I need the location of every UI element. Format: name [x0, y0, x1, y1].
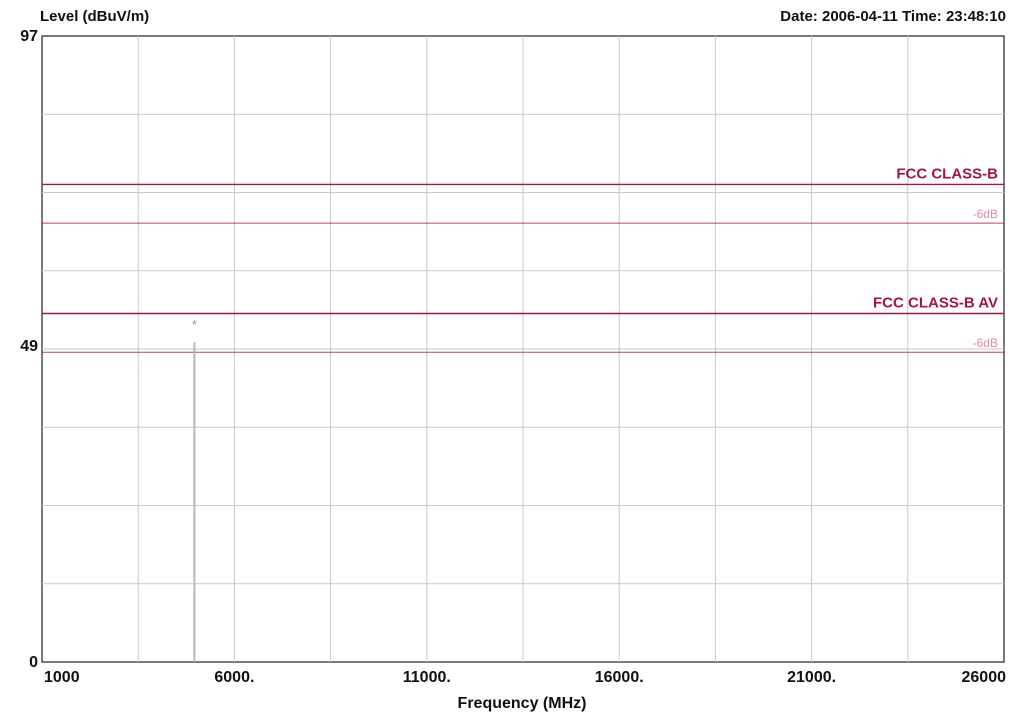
limit-line-label: FCC CLASS-B: [896, 165, 998, 182]
y-axis-label: Level (dBuV/m): [40, 8, 149, 25]
y-tick-label: 49: [20, 338, 38, 355]
y-tick-label: 0: [29, 654, 38, 671]
ticks: 1000 6000. 11000. 16000. 21000. 26000 0 49 97: [20, 28, 1006, 686]
series-layer: *: [192, 317, 197, 662]
x-tick-label: 16000.: [595, 669, 644, 686]
x-tick-label: 21000.: [787, 669, 836, 686]
limit-line-label: FCC CLASS-B AV: [873, 295, 998, 312]
x-tick-label: 26000: [962, 669, 1007, 686]
x-tick-label: 11000.: [403, 669, 451, 686]
x-tick-label: 6000.: [214, 669, 254, 686]
x-axis-label: Frequency (MHz): [458, 695, 587, 712]
limit-lines: FCC CLASS-B -6dB FCC CLASS-B AV -6dB: [42, 165, 1004, 353]
y-tick-label: 97: [20, 28, 38, 45]
x-tick-label: 1000: [44, 669, 80, 686]
margin-line-label: -6dB: [973, 336, 998, 350]
margin-line-label: -6dB: [973, 207, 998, 221]
date-time-label: Date: 2006-04-11 Time: 23:48:10: [780, 8, 1006, 25]
grid: [42, 36, 1004, 662]
peak-marker: *: [192, 317, 197, 332]
